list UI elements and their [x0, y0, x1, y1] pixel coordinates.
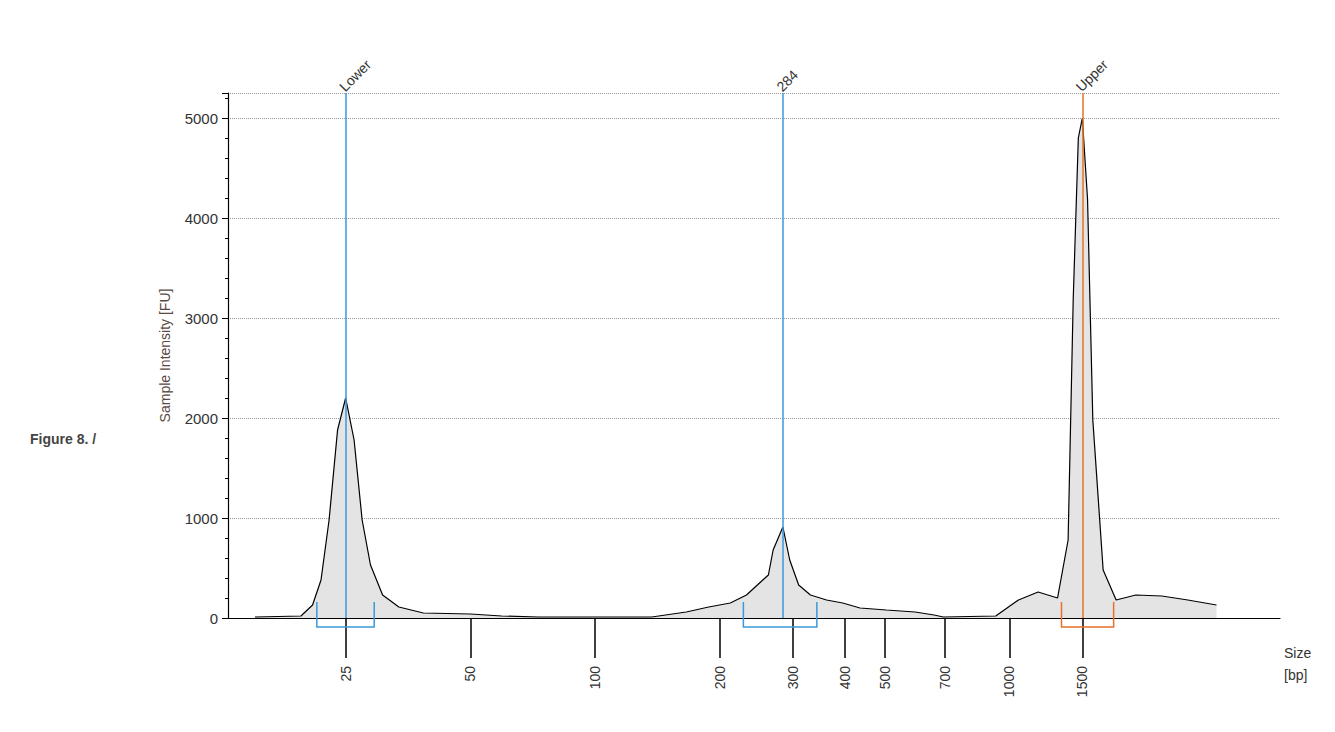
svg-text:5000: 5000: [185, 110, 218, 127]
svg-text:400: 400: [837, 666, 853, 690]
svg-text:300: 300: [785, 666, 801, 690]
svg-text:1500: 1500: [1074, 666, 1090, 697]
svg-text:284: 284: [773, 67, 801, 95]
svg-text:[bp]: [bp]: [1284, 667, 1307, 683]
svg-text:200: 200: [712, 666, 728, 690]
svg-text:Size: Size: [1284, 645, 1311, 661]
svg-text:Sample Intensity [FU]: Sample Intensity [FU]: [157, 289, 173, 423]
svg-text:100: 100: [587, 666, 603, 690]
svg-text:1000: 1000: [185, 510, 218, 527]
svg-text:2000: 2000: [185, 410, 218, 427]
svg-text:0: 0: [210, 610, 218, 627]
svg-text:25: 25: [338, 666, 354, 682]
svg-text:700: 700: [937, 666, 953, 690]
svg-text:1000: 1000: [1001, 666, 1017, 697]
svg-text:50: 50: [462, 666, 478, 682]
svg-text:3000: 3000: [185, 310, 218, 327]
svg-text:Figure 8. /: Figure 8. /: [30, 431, 96, 447]
svg-text:500: 500: [877, 666, 893, 690]
svg-text:Upper: Upper: [1073, 56, 1111, 94]
svg-text:Lower: Lower: [336, 56, 374, 94]
svg-text:4000: 4000: [185, 210, 218, 227]
